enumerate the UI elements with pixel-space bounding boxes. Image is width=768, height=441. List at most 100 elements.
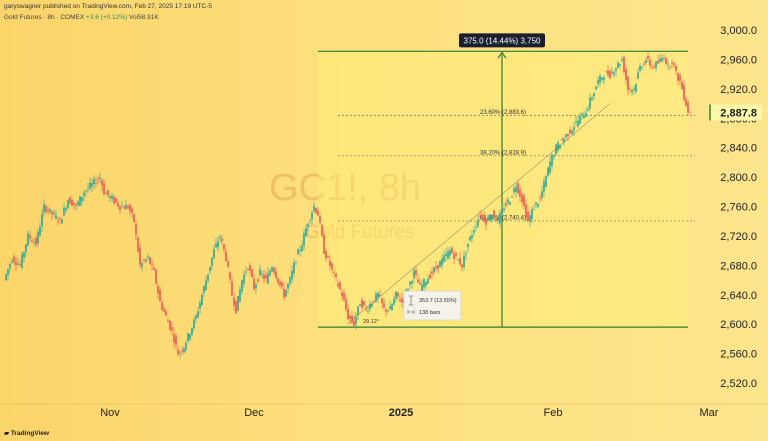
candle-body xyxy=(439,261,441,268)
candle-body xyxy=(173,333,175,343)
candle-body xyxy=(453,253,455,260)
candle-body xyxy=(37,231,39,244)
candle-body xyxy=(349,315,351,319)
candle-body xyxy=(687,102,689,113)
candle-body xyxy=(47,210,49,212)
candle-body xyxy=(579,116,581,124)
legend-volume: Vol58.91K xyxy=(129,14,159,21)
candle-body xyxy=(237,295,239,311)
candle-body xyxy=(191,327,193,335)
candle-body xyxy=(615,68,617,71)
candle-body xyxy=(459,258,461,265)
annotation-box xyxy=(403,290,462,321)
candle-body xyxy=(369,304,371,309)
candle-body xyxy=(499,213,501,224)
candle-body xyxy=(293,262,295,274)
candle-body xyxy=(139,247,141,265)
candle-body xyxy=(667,63,669,65)
candle-body xyxy=(611,71,613,73)
candle-body xyxy=(17,263,19,265)
bar-range-icon xyxy=(407,310,415,314)
candle-body xyxy=(477,219,479,227)
tradingview-logo[interactable]: ▰ TradingView xyxy=(4,429,49,437)
candle-body xyxy=(193,319,195,328)
candle-body xyxy=(661,57,663,62)
candle-body xyxy=(261,273,263,275)
x-axis[interactable]: Nov Dec 2025 Feb Mar xyxy=(100,407,719,419)
candle-body xyxy=(457,259,459,261)
candle-body xyxy=(495,219,497,222)
candle-body xyxy=(323,234,325,254)
candle-body xyxy=(199,302,201,309)
candle-body xyxy=(609,70,611,78)
candle-body xyxy=(93,178,95,185)
candle-body xyxy=(507,199,509,203)
candle-body xyxy=(41,213,43,227)
candle-body xyxy=(653,66,655,68)
y-tick-label: 2,920.0 xyxy=(720,84,757,96)
annotation-line2: 138 bars xyxy=(419,310,441,316)
candle-body xyxy=(599,75,601,83)
candle-body xyxy=(23,251,25,258)
candle-body xyxy=(247,268,249,270)
candle-body xyxy=(427,278,429,284)
candle-body xyxy=(301,245,303,252)
candle-body xyxy=(375,293,377,302)
candle-body xyxy=(493,210,495,218)
tv-icon: ▰ xyxy=(4,430,9,437)
candle-body xyxy=(159,289,161,302)
candle-body xyxy=(319,215,321,223)
candle-body xyxy=(119,205,121,210)
candle-body xyxy=(555,144,557,154)
candle-body xyxy=(561,139,563,141)
legend-change: +3.6 (+0.12%) xyxy=(86,14,128,21)
candle-body xyxy=(581,113,583,115)
candle-body xyxy=(633,88,635,90)
candle-body xyxy=(387,310,389,312)
candle-body xyxy=(43,203,45,213)
candle-body xyxy=(429,274,431,279)
candle-body xyxy=(179,352,181,353)
candle-body xyxy=(573,127,575,131)
y-axis[interactable]: 3,000.02,960.02,920.02,880.02,840.02,800… xyxy=(720,25,757,390)
candle-body xyxy=(321,224,323,236)
measure-annotation: 29.12° 353.7 (13.55%) 138 bars xyxy=(346,103,611,325)
candle-body xyxy=(287,283,289,289)
symbol-legend[interactable]: Gold Futures · 8h · COMEX +3.6 (+0.12%) … xyxy=(4,14,159,21)
candle-body xyxy=(99,177,101,179)
candle-body xyxy=(455,252,457,256)
candle-body xyxy=(541,191,543,199)
candle-body xyxy=(131,208,133,214)
fib-label: 23.60% (2,883.6) xyxy=(480,110,526,116)
candle-body xyxy=(681,82,683,90)
candle-body xyxy=(643,63,645,65)
candle-body xyxy=(273,267,275,273)
candle-body xyxy=(315,208,317,213)
candle-body xyxy=(471,235,473,239)
candle-body xyxy=(339,282,341,290)
candle-body xyxy=(485,218,487,225)
candle-body xyxy=(157,285,159,294)
candle-body xyxy=(97,179,99,181)
candle-body xyxy=(105,193,107,195)
y-tick-label: 2,680.0 xyxy=(720,260,757,272)
fib-label: 38.20% (2,828.9) xyxy=(480,150,526,156)
candle-body xyxy=(289,277,291,284)
candle-body xyxy=(137,237,139,252)
candle-body xyxy=(129,204,131,212)
candle-body xyxy=(127,206,129,209)
candle-body xyxy=(575,121,577,123)
candle-body xyxy=(481,214,483,217)
candle-body xyxy=(109,196,111,198)
candle-body xyxy=(411,281,413,284)
candle-body xyxy=(361,299,363,309)
y-tick-label: 2,600.0 xyxy=(720,319,757,331)
candle-body xyxy=(209,266,211,272)
angle-arc xyxy=(351,311,357,321)
candle-body xyxy=(589,97,591,109)
candle-body xyxy=(393,298,395,305)
candle-body xyxy=(221,238,223,242)
candle-body xyxy=(519,188,521,197)
